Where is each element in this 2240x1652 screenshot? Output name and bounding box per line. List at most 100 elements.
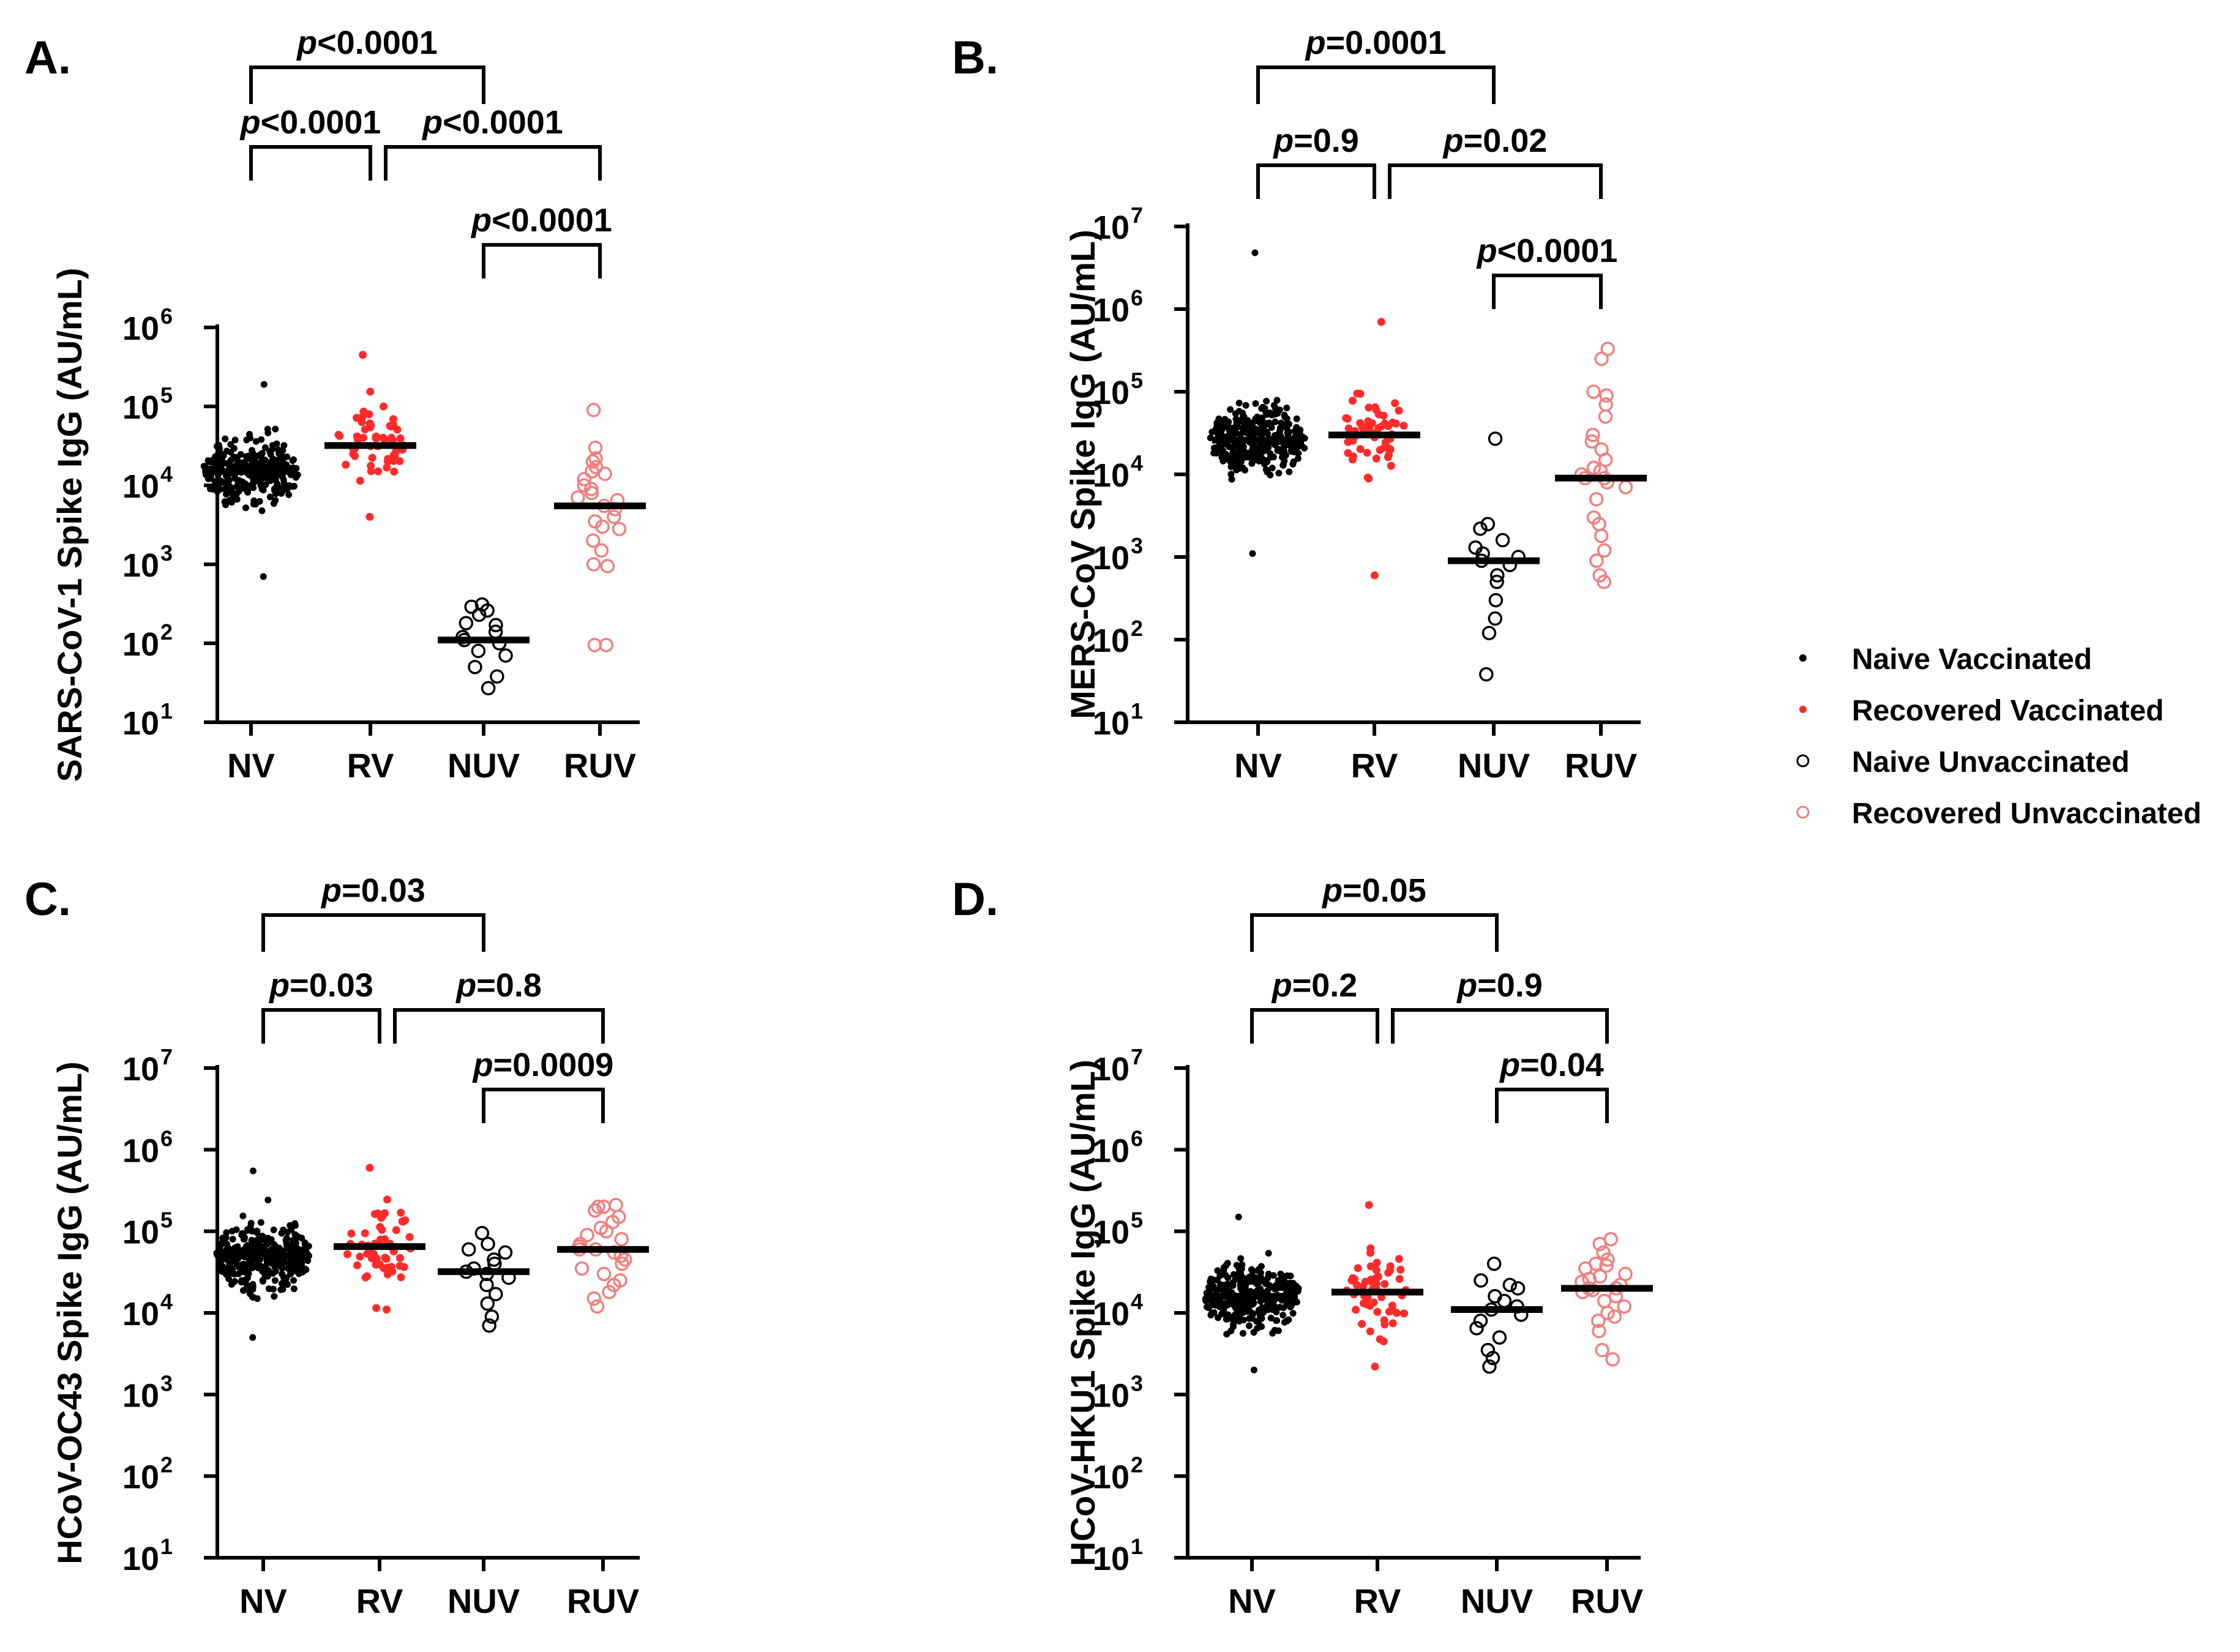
y-tick-label: 10 bbox=[122, 1132, 159, 1169]
data-point bbox=[1233, 419, 1240, 427]
data-point bbox=[1278, 454, 1286, 461]
data-point bbox=[1219, 457, 1227, 465]
legend-label-nv: Naive Vaccinated bbox=[1852, 643, 2092, 676]
data-point bbox=[388, 436, 397, 444]
p-value-label: p=0.04 bbox=[1499, 1047, 1604, 1083]
data-point bbox=[586, 533, 601, 548]
data-point bbox=[618, 1252, 632, 1267]
y-tick-exponent: 4 bbox=[1131, 1289, 1143, 1314]
data-point bbox=[1592, 568, 1607, 583]
y-tick-label: 10 bbox=[1093, 1051, 1129, 1088]
data-point bbox=[1363, 473, 1372, 482]
data-point bbox=[1251, 249, 1259, 256]
data-point bbox=[459, 616, 474, 630]
data-point bbox=[1225, 443, 1232, 450]
data-point bbox=[212, 458, 219, 466]
p-value: =0.0009 bbox=[493, 1047, 614, 1083]
data-point bbox=[1372, 1266, 1380, 1274]
x-tick-label: NUV bbox=[448, 746, 520, 785]
data-point bbox=[216, 1261, 223, 1269]
p-symbol: p bbox=[268, 967, 290, 1004]
data-point bbox=[1510, 1281, 1526, 1296]
significance-bracket bbox=[1250, 913, 1499, 952]
data-point bbox=[1258, 1315, 1265, 1322]
data-point bbox=[1273, 397, 1281, 404]
data-point bbox=[361, 1229, 369, 1238]
x-tick-label: NV bbox=[1234, 746, 1282, 785]
data-point bbox=[1379, 411, 1388, 420]
data-point bbox=[1353, 389, 1362, 398]
data-point bbox=[1277, 424, 1284, 432]
data-point bbox=[264, 1197, 272, 1204]
data-point bbox=[1214, 429, 1221, 436]
data-point bbox=[1292, 1282, 1299, 1290]
data-point bbox=[1589, 491, 1604, 507]
significance-bracket bbox=[1256, 163, 1376, 199]
y-tick-exponent: 4 bbox=[1131, 450, 1143, 476]
data-point bbox=[1597, 543, 1612, 558]
data-point bbox=[249, 1334, 257, 1341]
data-point bbox=[1239, 464, 1246, 471]
p-value-label: p=0.0001 bbox=[1305, 24, 1447, 61]
data-point bbox=[1301, 444, 1308, 452]
data-point bbox=[266, 448, 274, 455]
data-point bbox=[1257, 1277, 1264, 1285]
y-tick-exponent: 7 bbox=[1131, 203, 1143, 228]
data-point bbox=[474, 597, 490, 612]
data-point bbox=[1358, 1282, 1367, 1291]
data-point bbox=[212, 453, 219, 460]
data-point bbox=[1607, 1309, 1622, 1324]
y-tick-exponent: 3 bbox=[1131, 1370, 1143, 1396]
data-point bbox=[1234, 1271, 1241, 1279]
data-point bbox=[1255, 1286, 1262, 1293]
significance-bracket bbox=[1495, 1088, 1609, 1123]
data-point bbox=[290, 1277, 297, 1284]
data-point bbox=[1399, 422, 1408, 430]
data-point bbox=[379, 433, 388, 442]
data-point bbox=[270, 1226, 277, 1233]
data-point bbox=[365, 410, 373, 419]
data-point bbox=[613, 1273, 627, 1288]
y-tick-label: 10 bbox=[1093, 1541, 1129, 1577]
data-point bbox=[239, 1287, 247, 1294]
data-point bbox=[285, 1265, 292, 1272]
data-point bbox=[244, 1274, 251, 1282]
data-point bbox=[380, 402, 388, 411]
legend-marker-ruv bbox=[1796, 805, 1810, 819]
data-point bbox=[1270, 410, 1278, 417]
y-tick-label: 10 bbox=[1093, 622, 1129, 659]
data-point bbox=[1359, 1299, 1368, 1307]
data-point bbox=[298, 1263, 305, 1270]
p-symbol: p bbox=[320, 872, 342, 909]
p-value: =0.03 bbox=[342, 872, 425, 909]
data-point bbox=[241, 1234, 249, 1241]
significance-bracket bbox=[261, 913, 485, 952]
data-point bbox=[382, 1305, 391, 1314]
data-point bbox=[1365, 1201, 1373, 1209]
data-point bbox=[1386, 1262, 1395, 1271]
data-point bbox=[1586, 460, 1601, 476]
data-point bbox=[594, 543, 609, 558]
data-point bbox=[263, 1238, 270, 1245]
x-tick-label: NV bbox=[227, 746, 275, 785]
data-point bbox=[356, 1252, 364, 1261]
data-point bbox=[342, 460, 350, 469]
data-point bbox=[231, 436, 239, 444]
data-point bbox=[231, 1277, 238, 1285]
data-point bbox=[1235, 1317, 1243, 1324]
data-point bbox=[272, 473, 279, 480]
significance-bracket bbox=[482, 243, 602, 278]
p-symbol: p bbox=[421, 104, 443, 141]
data-point bbox=[1469, 1321, 1484, 1336]
legend-label-rv: Recovered Vaccinated bbox=[1852, 695, 2164, 727]
data-point bbox=[1245, 1322, 1253, 1329]
data-point bbox=[1281, 447, 1288, 455]
data-point bbox=[1492, 1330, 1507, 1345]
data-point bbox=[226, 497, 233, 504]
data-point bbox=[391, 452, 399, 461]
data-point bbox=[1597, 1293, 1612, 1309]
data-point bbox=[1488, 611, 1503, 626]
data-point bbox=[1599, 1258, 1614, 1273]
x-tick-label: RV bbox=[1351, 746, 1398, 785]
